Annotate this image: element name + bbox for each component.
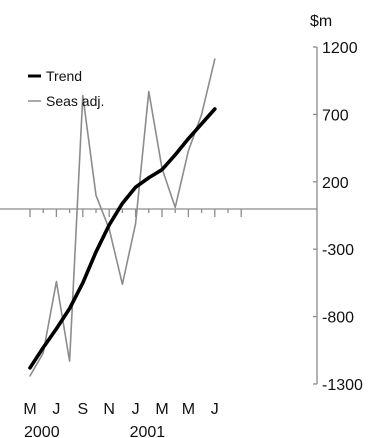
series-line-trend xyxy=(28,107,217,370)
series-line-seas-adj xyxy=(29,58,216,377)
y-tick-label: -800 xyxy=(322,310,354,327)
legend-label-trend: Trend xyxy=(46,68,82,84)
y-tick-label: 200 xyxy=(322,175,349,192)
y-tick-label: -1300 xyxy=(322,377,363,394)
legend: Trend Seas adj. xyxy=(28,68,104,109)
y-ticks-group: 1200 700 200 -300 -800 -1300 xyxy=(313,40,363,394)
series-group xyxy=(28,58,217,377)
x-tick-label: S xyxy=(77,401,88,418)
x-tick-label: J xyxy=(211,401,219,418)
y-tick-label: 700 xyxy=(322,107,349,124)
x-year-label: 2000 xyxy=(24,424,60,438)
y-tick-label: 1200 xyxy=(322,40,358,57)
x-tick-label: M xyxy=(182,401,195,418)
x-tick-label: N xyxy=(103,401,115,418)
legend-label-seas-adj: Seas adj. xyxy=(46,93,104,109)
x-tick-label: M xyxy=(23,401,36,418)
x-year-label: 2001 xyxy=(130,424,166,438)
axes-group xyxy=(0,47,318,384)
x-tick-label: M xyxy=(155,401,168,418)
x-tick-label: J xyxy=(132,401,140,418)
y-tick-label: -300 xyxy=(322,242,354,259)
y-unit-label: $m xyxy=(310,13,332,30)
x-tick-label: J xyxy=(52,401,60,418)
